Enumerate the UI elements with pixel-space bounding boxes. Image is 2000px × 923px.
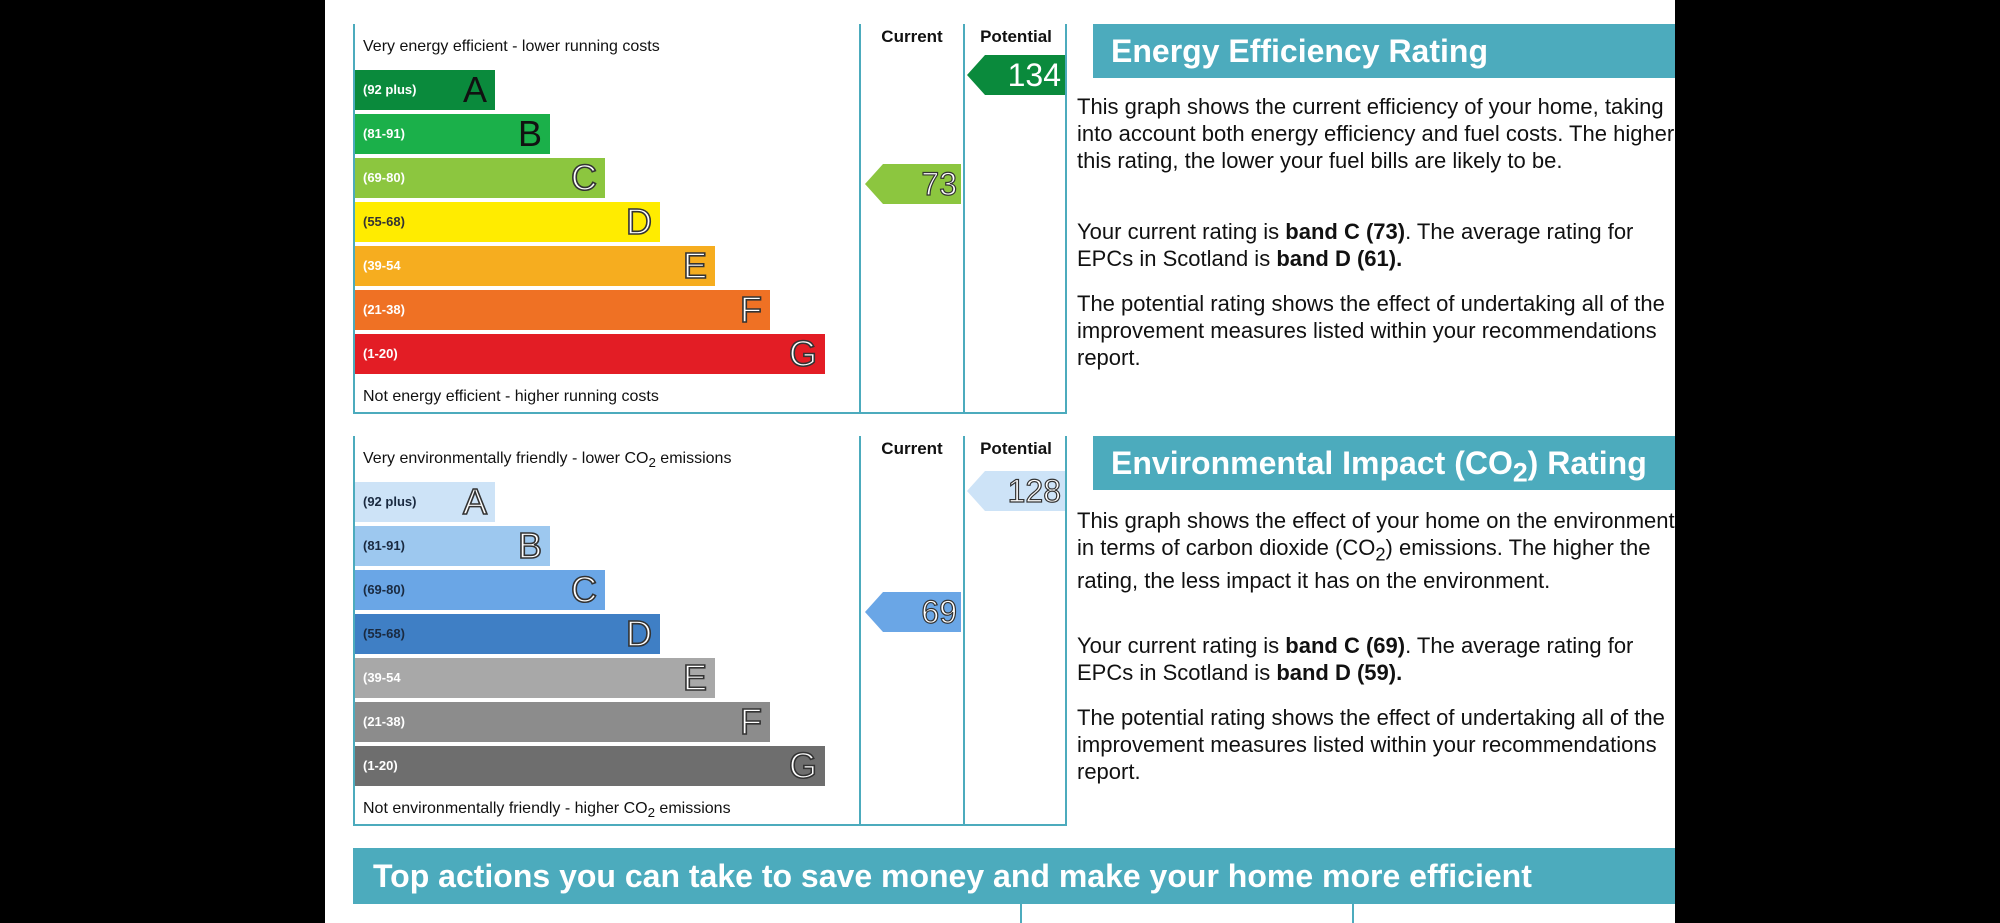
band-letter: F [739,289,763,331]
energy-band-d: (55-68) D [355,201,660,243]
top-actions-banner: Top actions you can take to save money a… [353,848,1675,904]
energy-potential-text: The potential rating shows the effect of… [1077,291,1665,370]
current-column-divider [859,24,861,412]
band-range-label: (1-20) [363,758,398,773]
energy-band-g: (1-20) G [355,333,825,375]
energy-efficiency-title: Energy Efficiency Rating [1093,24,1675,78]
band-letter: D [625,613,653,655]
band-letter: E [682,657,708,699]
environment-average-band: band D (59). [1276,660,1403,685]
environment-current-band: band C (69) [1285,633,1406,658]
energy-band-f: (21-38) F [355,289,770,331]
environment-bottom-caption: Not environmentally friendly - higher CO… [363,800,731,821]
potential-column-header: Potential [980,439,1052,458]
band-letter: A [462,69,487,110]
environment-current-rating-arrow: 69 [865,592,961,632]
current-column-header: Current [881,439,943,458]
arrow-tip-icon [967,471,985,511]
energy-potential-rating-arrow: 134 [967,55,1065,95]
environment-band-b: (81-91) B [355,525,550,567]
band-range-label: (39-54 [363,670,401,685]
environment-potential-value: 128 [1007,472,1062,509]
energy-band-c: (69-80) C [355,157,605,199]
band-range-label: (55-68) [363,214,405,229]
band-letter: A [462,481,488,523]
environmental-impact-chart: Current Potential Very environmentally f… [353,436,1067,826]
environmental-impact-title: Environmental Impact (CO2) Rating [1093,436,1675,490]
energy-band-e: (39-54 E [355,245,715,287]
arrow-tip-icon [865,592,883,632]
arrow-tip-icon [865,164,883,204]
energy-current-band: band C (73) [1285,219,1406,244]
band-range-label: (81-91) [363,538,405,553]
band-letter: G [788,745,818,787]
environment-band-c: (69-80) C [355,569,605,611]
energy-efficiency-chart: Current Potential Very energy efficient … [353,24,1067,414]
environment-band-f: (21-38) F [355,701,770,743]
energy-top-caption: Very energy efficient - lower running co… [363,38,660,55]
energy-band-b: (81-91) B [355,114,550,154]
band-letter: C [570,569,598,611]
band-letter: B [517,525,543,567]
environment-band-a: (92 plus) A [355,481,495,523]
energy-bottom-caption: Not energy efficient - higher running co… [363,388,659,405]
band-range-label: (92 plus) [363,82,417,97]
table-divider [1352,904,1354,923]
environment-current-value: 69 [921,593,958,630]
band-range-label: (21-38) [363,302,405,317]
band-range-label: (69-80) [363,170,405,185]
environment-potential-text: The potential rating shows the effect of… [1077,705,1665,784]
band-range-label: (55-68) [363,626,405,641]
band-range-label: (69-80) [363,582,405,597]
band-letter: C [570,157,598,199]
energy-band-a: (92 plus) A [355,70,495,110]
environment-description: This graph shows the effect of your home… [1077,508,1675,594]
environment-top-caption: Very environmentally friendly - lower CO… [363,450,732,471]
arrow-tip-icon [967,55,985,95]
energy-average-band: band D (61). [1276,246,1403,271]
band-letter: G [788,333,818,375]
band-range-label: (39-54 [363,258,401,273]
environment-band-d: (55-68) D [355,613,660,655]
energy-current-value: 73 [921,165,958,202]
environment-current-rating-text: Your current rating is band C (69). The … [1077,633,1634,685]
potential-column-header: Potential [980,27,1052,46]
energy-current-rating-arrow: 73 [865,164,961,204]
current-column-divider [859,436,861,824]
table-divider [1020,904,1022,923]
band-range-label: (21-38) [363,714,405,729]
energy-potential-value: 134 [1007,57,1061,93]
band-range-label: (81-91) [363,126,405,141]
band-letter: F [739,701,763,743]
potential-column-divider [963,24,965,412]
band-range-label: (92 plus) [363,494,417,509]
environment-potential-rating-arrow: 128 [967,471,1065,511]
energy-description: This graph shows the current efficiency … [1077,94,1675,173]
band-letter: E [682,245,708,287]
potential-column-divider [963,436,965,824]
environment-band-e: (39-54 E [355,657,715,699]
band-letter: D [625,201,653,243]
epc-page: Current Potential Very energy efficient … [325,0,1675,923]
band-letter: B [517,113,542,154]
environment-band-g: (1-20) G [355,745,825,787]
current-column-header: Current [881,27,943,46]
band-range-label: (1-20) [363,346,398,361]
energy-current-rating-text: Your current rating is band C (73). The … [1077,219,1634,271]
